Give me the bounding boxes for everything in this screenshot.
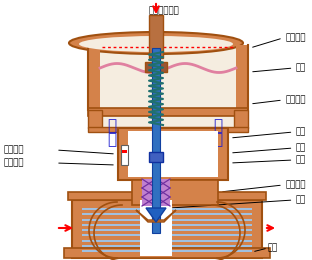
Bar bbox=[149, 152, 163, 162]
Bar bbox=[82, 229, 252, 231]
Text: 膜片: 膜片 bbox=[296, 63, 306, 73]
Text: 密封填料: 密封填料 bbox=[285, 180, 306, 190]
Bar bbox=[88, 110, 102, 128]
Bar bbox=[82, 245, 252, 247]
Bar bbox=[234, 110, 248, 128]
Text: 阀杆: 阀杆 bbox=[296, 155, 306, 165]
Text: 行程指针: 行程指针 bbox=[4, 146, 25, 154]
Polygon shape bbox=[136, 210, 176, 222]
Text: 膜室上腔: 膜室上腔 bbox=[285, 34, 306, 42]
Bar bbox=[118, 128, 228, 180]
Bar bbox=[100, 49, 236, 108]
Bar bbox=[236, 45, 248, 110]
Text: 多
仪: 多 仪 bbox=[107, 118, 117, 147]
Bar bbox=[88, 127, 248, 132]
Bar bbox=[128, 131, 218, 177]
Bar bbox=[82, 250, 252, 252]
Bar bbox=[152, 48, 160, 233]
Text: 阀座: 阀座 bbox=[268, 244, 278, 252]
Bar bbox=[68, 192, 266, 200]
Bar bbox=[88, 108, 248, 116]
Bar bbox=[102, 110, 234, 128]
Bar bbox=[72, 200, 262, 258]
Text: 压力信号入口: 压力信号入口 bbox=[149, 6, 179, 15]
Bar bbox=[142, 179, 170, 206]
Bar bbox=[82, 234, 252, 236]
Bar bbox=[140, 200, 172, 256]
Bar bbox=[82, 208, 252, 210]
Text: 弹簧: 弹簧 bbox=[296, 127, 306, 136]
Bar bbox=[82, 224, 252, 226]
Bar bbox=[82, 239, 252, 242]
Bar bbox=[121, 145, 128, 165]
Text: 膜室下腔: 膜室下腔 bbox=[285, 95, 306, 105]
Bar bbox=[121, 150, 126, 153]
Ellipse shape bbox=[69, 32, 243, 54]
Text: 阀芯: 阀芯 bbox=[296, 196, 306, 205]
Text: 行程刻度: 行程刻度 bbox=[4, 159, 25, 167]
Bar bbox=[64, 248, 270, 258]
Text: 阀
门: 阀 门 bbox=[213, 118, 222, 147]
Bar bbox=[132, 180, 218, 205]
Text: 推杆: 推杆 bbox=[296, 144, 306, 153]
Polygon shape bbox=[146, 208, 166, 222]
Bar bbox=[145, 62, 167, 72]
Bar bbox=[149, 15, 163, 58]
Bar bbox=[82, 219, 252, 221]
Bar bbox=[82, 213, 252, 216]
Bar bbox=[88, 45, 100, 110]
Ellipse shape bbox=[79, 36, 233, 52]
